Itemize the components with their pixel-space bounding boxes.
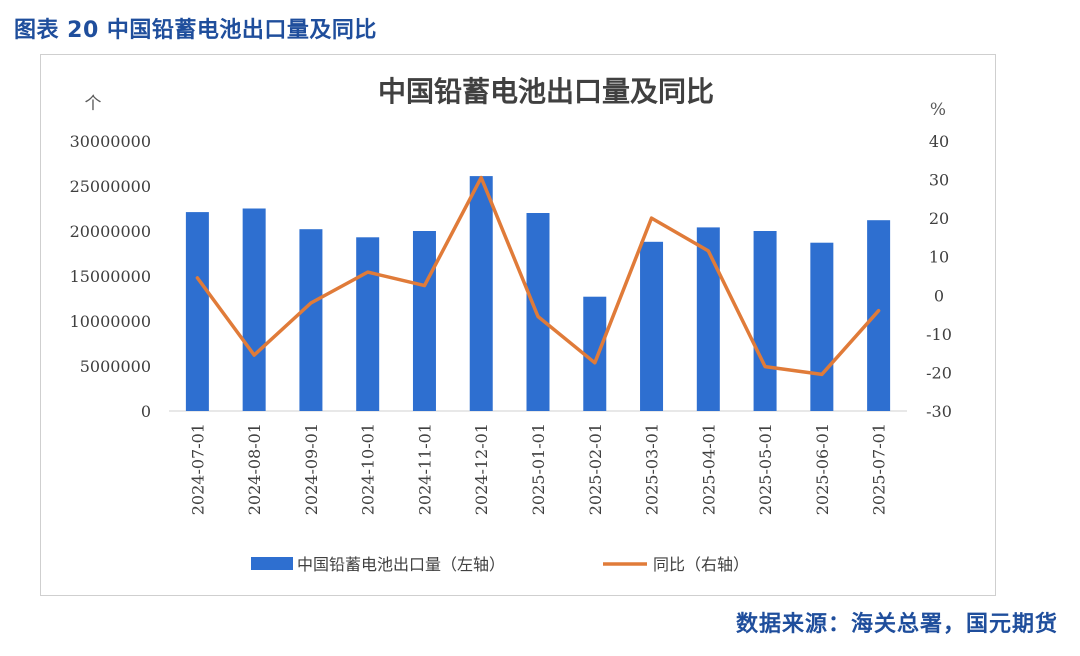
- left-tick-label: 25000000: [70, 177, 151, 196]
- left-tick-label: 5000000: [80, 357, 151, 376]
- x-tick-label: 2024-10-01: [359, 423, 378, 515]
- bar: [753, 231, 777, 411]
- bar: [640, 241, 664, 411]
- bar: [867, 220, 891, 411]
- left-tick-label: 30000000: [70, 132, 151, 151]
- figure-caption: 图表 20 中国铅蓄电池出口量及同比: [14, 18, 377, 43]
- bar: [356, 237, 380, 411]
- bar: [583, 296, 607, 411]
- right-tick-label: -20: [926, 363, 952, 382]
- bar: [185, 212, 209, 411]
- x-tick-label: 2024-11-01: [415, 423, 434, 515]
- x-tick-label: 2025-05-01: [756, 423, 775, 515]
- chart-frame: 中国铅蓄电池出口量及同比个% 30000000 25000000 20000000 15…: [40, 54, 996, 596]
- x-tick-label: 2025-03-01: [643, 423, 662, 515]
- chart-title: 中国铅蓄电池出口量及同比: [378, 75, 714, 108]
- right-tick-label: 10: [929, 248, 949, 267]
- x-tick-label: 2025-06-01: [813, 423, 832, 515]
- bar: [412, 231, 436, 411]
- left-tick-label: 10000000: [70, 312, 151, 331]
- bar: [469, 176, 493, 411]
- legend-bar-label: 中国铅蓄电池出口量（左轴）: [297, 555, 505, 574]
- left-tick-label: 20000000: [70, 222, 151, 241]
- right-tick-label: 20: [929, 209, 949, 228]
- x-tick-label: 2025-07-01: [870, 423, 889, 515]
- right-axis-unit: %: [930, 100, 946, 120]
- bar: [696, 227, 720, 411]
- bar: [299, 229, 323, 411]
- legend-bar-swatch: [251, 557, 293, 570]
- bar: [242, 208, 266, 411]
- x-tick-label: 2024-07-01: [188, 423, 207, 515]
- right-tick-label: 40: [929, 132, 949, 151]
- x-tick-label: 2025-01-01: [529, 423, 548, 515]
- right-tick-label: -30: [926, 402, 952, 421]
- x-tick-label: 2025-02-01: [586, 423, 605, 515]
- bar: [810, 242, 834, 411]
- right-tick-label: 30: [929, 171, 949, 190]
- right-tick-label: -10: [926, 325, 952, 344]
- x-tick-label: 2024-09-01: [302, 423, 321, 515]
- left-tick-label: 0: [141, 402, 151, 421]
- x-tick-label: 2024-08-01: [245, 423, 264, 515]
- x-tick-label: 2024-12-01: [472, 423, 491, 515]
- left-axis-unit: 个: [85, 94, 102, 114]
- data-source: 数据来源：海关总署，国元期货: [735, 612, 1058, 637]
- x-tick-label: 2025-04-01: [699, 423, 718, 515]
- left-tick-label: 15000000: [70, 267, 151, 286]
- legend-line-label: 同比（右轴）: [653, 555, 749, 574]
- right-tick-label: 0: [934, 286, 944, 305]
